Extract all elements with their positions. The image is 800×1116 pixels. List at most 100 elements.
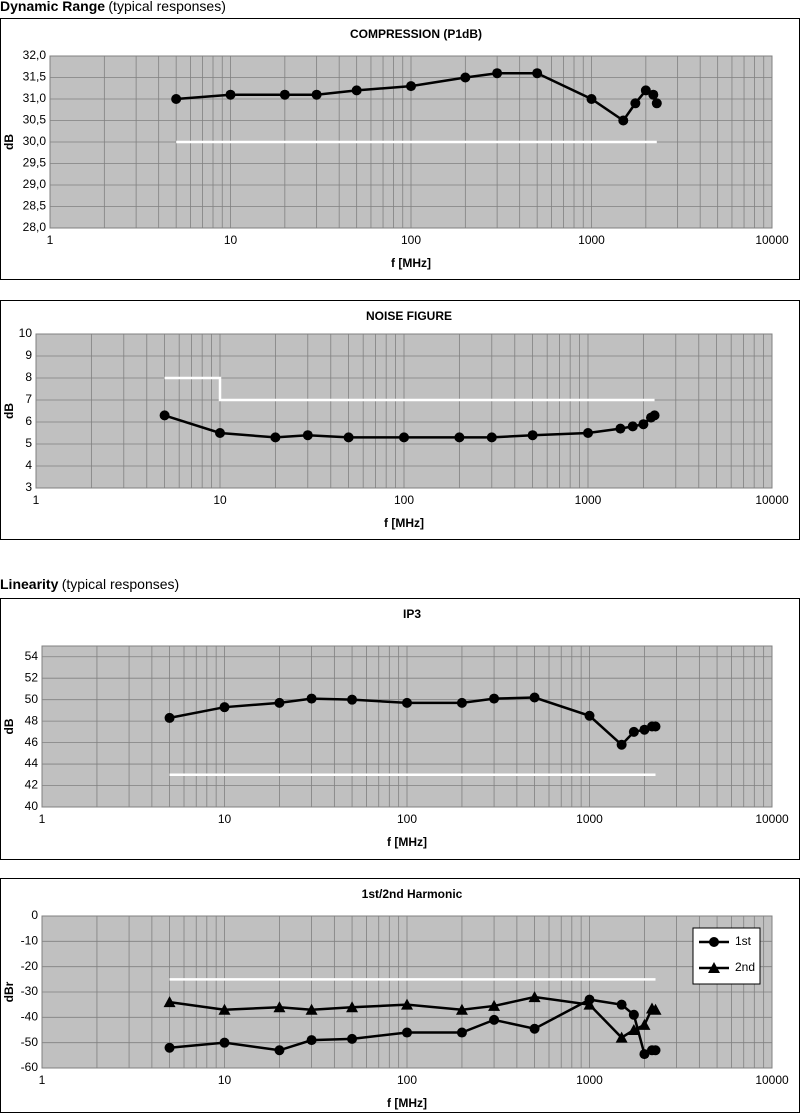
y-tick-label: 54	[25, 649, 39, 663]
data-point	[616, 999, 627, 1010]
x-tick-label: 10	[218, 812, 232, 826]
data-point	[164, 1042, 175, 1053]
x-tick-label: 10000	[755, 233, 789, 247]
data-point	[649, 1003, 662, 1015]
y-tick-label: 31,5	[23, 70, 47, 84]
data-point	[346, 1001, 359, 1013]
y-tick-label: 8	[25, 370, 32, 384]
data-point	[273, 1001, 286, 1013]
y-tick-label: 4	[25, 458, 32, 472]
y-tick-label: 42	[25, 778, 39, 792]
y-tick-label: 46	[25, 735, 39, 749]
data-point	[274, 1045, 285, 1056]
data-point	[454, 432, 465, 443]
x-tick-label: 10000	[755, 1073, 789, 1087]
data-point	[225, 89, 236, 100]
x-tick-label: 1	[39, 1073, 46, 1087]
y-tick-label: 29,5	[23, 156, 47, 170]
data-point	[171, 94, 182, 104]
data-point	[219, 702, 230, 713]
data-point	[401, 998, 413, 1010]
y-tick-label: 31,0	[23, 91, 47, 105]
x-axis-label: f [MHz]	[384, 516, 424, 530]
section-heading: Linearity (typical responses)	[0, 576, 179, 592]
y-tick-label: -30	[21, 984, 39, 998]
data-point	[455, 1003, 468, 1015]
data-point	[406, 81, 416, 92]
data-point	[159, 410, 170, 421]
x-tick-label: 1000	[575, 493, 602, 507]
data-point	[527, 430, 538, 441]
y-tick-label: -40	[21, 1010, 39, 1024]
data-point	[460, 72, 471, 83]
chart-title: 1st/2nd Harmonic	[362, 887, 463, 901]
data-point	[627, 421, 638, 432]
data-point	[270, 432, 281, 443]
data-point	[402, 697, 412, 708]
data-point	[302, 430, 313, 441]
data-point	[219, 1037, 230, 1048]
data-point	[616, 739, 627, 750]
heading: Linearity	[0, 576, 59, 592]
x-tick-label: 10	[224, 233, 238, 247]
x-tick-label: 10	[218, 1073, 232, 1087]
y-tick-label: 48	[25, 713, 39, 727]
data-point	[639, 1049, 650, 1060]
data-point	[488, 999, 501, 1011]
y-tick-label: 6	[25, 414, 32, 428]
data-point	[218, 1003, 231, 1015]
data-point	[650, 1045, 661, 1056]
data-point	[351, 85, 362, 96]
x-tick-label: 1	[39, 812, 46, 826]
data-point	[456, 1027, 467, 1038]
x-tick-label: 1000	[576, 812, 603, 826]
y-tick-label: -10	[21, 934, 39, 948]
x-tick-label: 10	[213, 493, 227, 507]
x-tick-label: 10000	[755, 493, 789, 507]
data-point	[402, 1027, 412, 1038]
y-tick-label: 28,5	[23, 199, 47, 213]
data-point	[528, 991, 541, 1003]
legend-box	[692, 927, 761, 985]
y-tick-label: 9	[25, 348, 32, 362]
chart-title: NOISE FIGURE	[366, 309, 452, 323]
y-tick-label: 3	[25, 480, 32, 494]
data-point	[347, 694, 358, 705]
data-point	[163, 996, 176, 1008]
y-tick-label: 32,0	[23, 48, 47, 62]
data-point	[529, 692, 540, 703]
data-point	[586, 94, 597, 104]
data-point	[529, 1023, 540, 1034]
y-tick-label: 0	[31, 908, 38, 922]
y-tick-label: 28,0	[23, 220, 47, 234]
data-point	[628, 726, 639, 737]
x-axis-label: f [MHz]	[387, 1096, 427, 1110]
data-point	[583, 998, 596, 1010]
data-point	[532, 68, 543, 79]
data-point	[638, 419, 649, 430]
data-point	[583, 428, 593, 438]
y-tick-label: 7	[25, 392, 32, 406]
y-tick-label: 30,0	[23, 134, 47, 148]
data-point	[630, 98, 641, 109]
y-tick-label: 10	[19, 326, 33, 340]
data-point	[649, 410, 660, 421]
data-point	[615, 1031, 628, 1043]
data-point	[456, 697, 467, 708]
heading-note: (typical responses)	[108, 0, 226, 14]
data-point	[306, 693, 317, 704]
data-point	[486, 432, 497, 443]
chart-title: COMPRESSION (P1dB)	[350, 27, 482, 41]
data-point	[489, 693, 500, 704]
data-point	[274, 697, 285, 708]
data-point	[343, 432, 354, 443]
legend-marker	[708, 962, 720, 973]
y-tick-label: 29,0	[23, 177, 47, 191]
x-tick-label: 1	[47, 233, 54, 247]
data-point	[628, 1009, 639, 1020]
data-point	[639, 724, 650, 735]
data-point	[164, 712, 175, 723]
data-point	[648, 89, 659, 100]
y-axis-label: dB	[2, 134, 16, 150]
x-tick-label: 1000	[576, 1073, 603, 1087]
